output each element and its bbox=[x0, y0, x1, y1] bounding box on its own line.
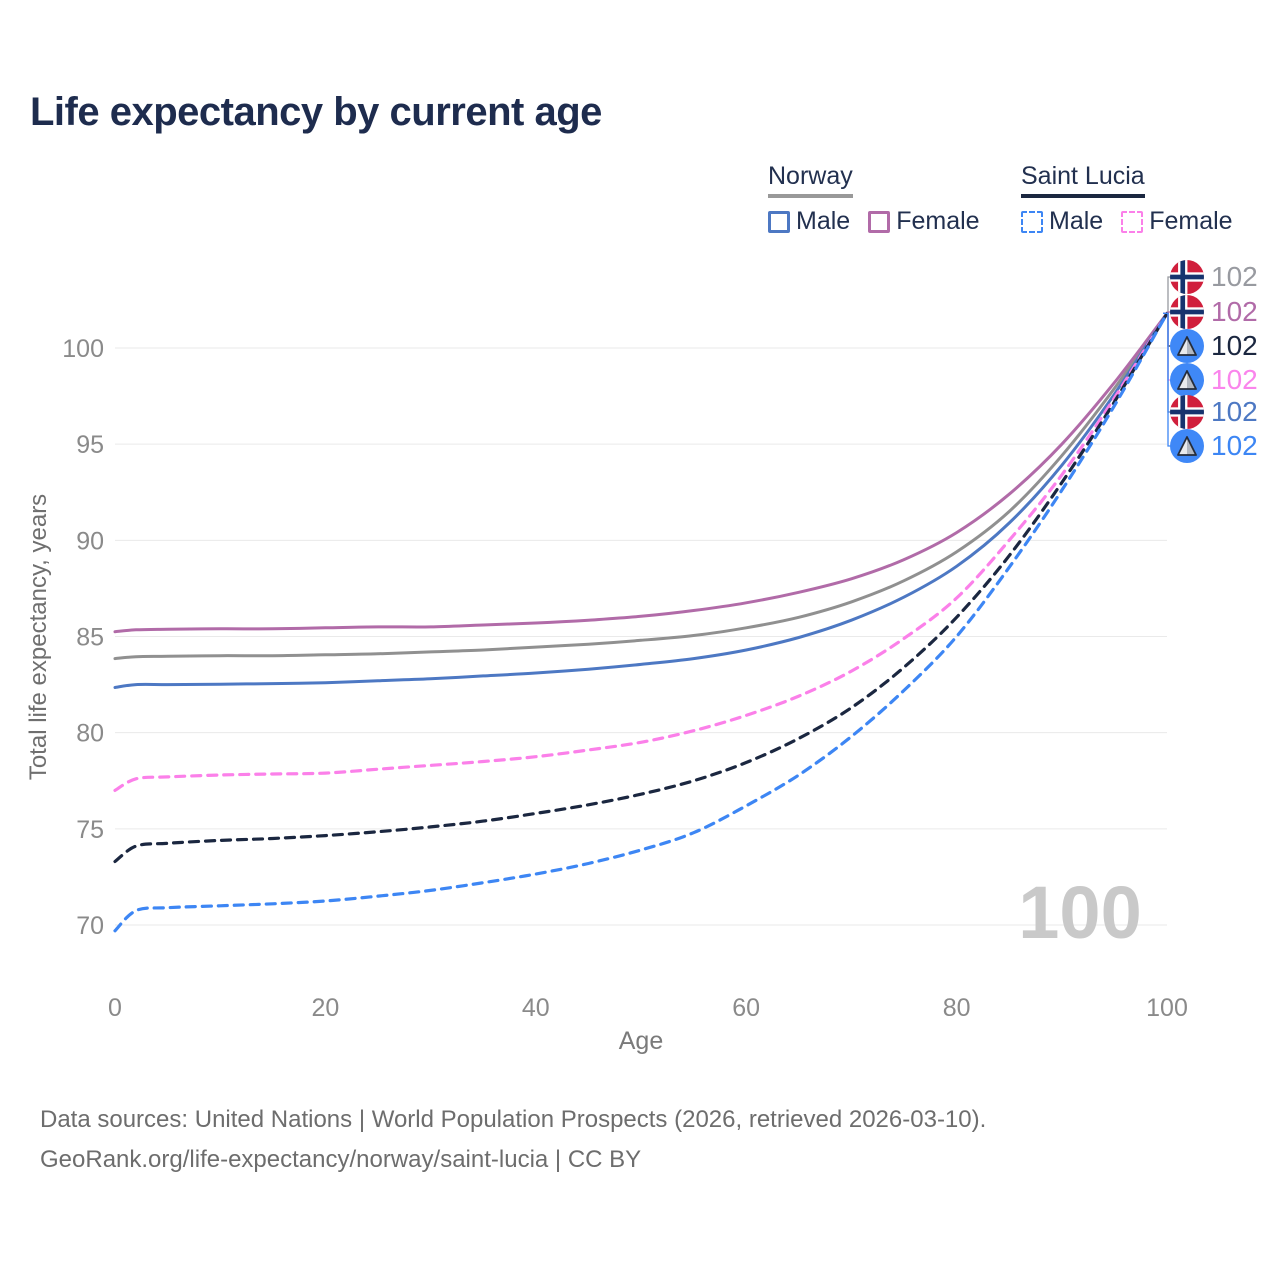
y-tick-label: 80 bbox=[76, 720, 104, 748]
leader-lines bbox=[1163, 276, 1178, 447]
leader-line-norway-0 bbox=[1163, 276, 1178, 315]
series-line-saint-lucia-male[interactable] bbox=[113, 311, 1169, 933]
leader-line-norway-4 bbox=[1163, 312, 1178, 413]
x-tick-label: 60 bbox=[732, 994, 760, 1022]
norway-female-swatch-icon bbox=[868, 210, 891, 233]
legend-header-norway[interactable]: Norway bbox=[768, 162, 853, 198]
attribution-text: GeoRank.org/life-expectancy/norway/saint… bbox=[40, 1146, 642, 1173]
series-line-norway[interactable] bbox=[113, 311, 1169, 661]
y-axis-title: Total life expectancy, years bbox=[25, 494, 52, 780]
y-tick-label: 90 bbox=[76, 527, 104, 555]
y-tick-label: 95 bbox=[76, 431, 104, 459]
leader-line-saint-lucia-3 bbox=[1163, 312, 1178, 381]
legend-item-norway-male[interactable]: Male bbox=[768, 207, 850, 236]
y-tick-label: 70 bbox=[76, 912, 104, 940]
x-tick-label: 0 bbox=[108, 994, 122, 1022]
legend-item-saint-lucia-male[interactable]: Male bbox=[1021, 207, 1103, 236]
series-line-norway-female[interactable] bbox=[113, 311, 1169, 634]
x-tick-label: 80 bbox=[943, 994, 971, 1022]
y-tick-label: 100 bbox=[62, 335, 104, 363]
current-age-watermark: 100 bbox=[1018, 871, 1142, 954]
legend-group-norway: Norway Male Female bbox=[768, 162, 980, 236]
chart-title: Life expectancy by current age bbox=[30, 90, 602, 134]
norway-male-swatch-icon bbox=[768, 210, 790, 233]
saint-lucia-female-swatch-icon bbox=[1121, 210, 1144, 233]
series-line-saint-lucia-female[interactable] bbox=[113, 311, 1169, 792]
legend-label: Male bbox=[1049, 207, 1104, 235]
x-tick-label: 40 bbox=[522, 994, 550, 1022]
legend-item-saint-lucia-female[interactable]: Female bbox=[1121, 207, 1233, 236]
y-tick-label: 85 bbox=[76, 624, 104, 652]
legend-item-norway-female[interactable]: Female bbox=[868, 207, 980, 236]
series-lines bbox=[113, 311, 1169, 933]
data-sources-text: Data sources: United Nations | World Pop… bbox=[40, 1106, 987, 1133]
x-tick-label: 20 bbox=[311, 994, 339, 1022]
legend-label: Male bbox=[796, 207, 851, 235]
axis-tick-labels: 70 75 80 85 90 95 100 0 20 40 60 80 100 Age Total life… bbox=[25, 335, 1188, 1055]
legend-label: Female bbox=[896, 207, 980, 235]
gridlines bbox=[115, 347, 1167, 926]
x-axis-title: Age bbox=[619, 1027, 663, 1055]
saint-lucia-male-swatch-icon bbox=[1021, 210, 1043, 233]
y-tick-label: 75 bbox=[76, 816, 104, 844]
legend-header-saint-lucia[interactable]: Saint Lucia bbox=[1021, 162, 1145, 198]
legend-group-saint-lucia: Saint Lucia Male Female bbox=[1021, 162, 1233, 236]
legend-label: Female bbox=[1149, 207, 1233, 235]
x-tick-label: 100 bbox=[1146, 994, 1188, 1022]
series-line-norway-male[interactable] bbox=[113, 311, 1169, 689]
series-line-saint-lucia[interactable] bbox=[113, 311, 1169, 864]
